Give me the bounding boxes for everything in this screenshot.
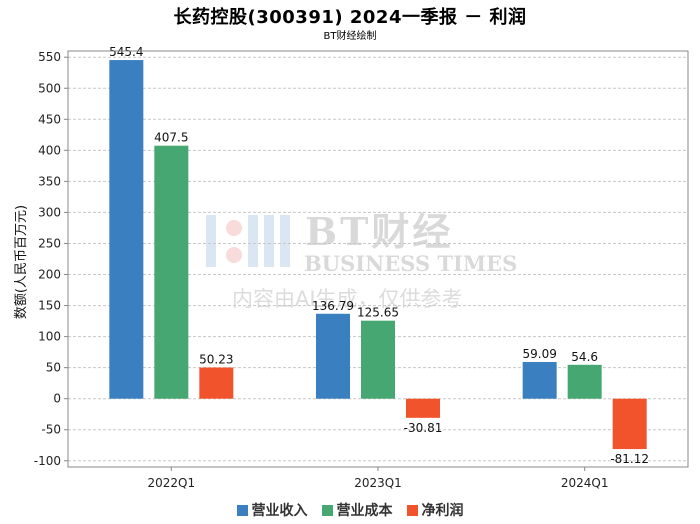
y-tick-label: 500 (38, 81, 61, 95)
y-tick-label: -100 (34, 454, 61, 468)
legend-label: 营业成本 (336, 503, 393, 519)
data-label: 50.23 (199, 353, 233, 367)
bar (361, 320, 395, 399)
data-label: 407.5 (154, 131, 188, 145)
legend-label: 净利润 (421, 503, 464, 519)
legend-swatch (321, 504, 333, 516)
data-label: -81.12 (610, 452, 649, 466)
legend-item[interactable]: 营业成本 (321, 500, 393, 520)
watermark-logo-dot (226, 220, 242, 236)
watermark-logo-subtext: BUSINESS TIMES (304, 251, 517, 276)
data-label: 54.6 (571, 350, 598, 364)
bar (567, 364, 602, 399)
grid (68, 56, 688, 462)
y-tick-label: 0 (53, 392, 61, 406)
y-tick-label: 50 (46, 361, 61, 375)
data-labels: 545.4 407.5 50.23 136.79 125.65 -30.81 59.09 54… (109, 45, 649, 466)
watermark-logo-bar (264, 215, 274, 267)
bar (406, 398, 440, 418)
y-axis-label: 数额(人民币百万元) (14, 205, 29, 319)
y-tick-label: 200 (38, 268, 61, 282)
bars (109, 60, 647, 450)
axes: -100 -50 0 50 100 150 200 250 300 350 400 450 500 550… (34, 50, 689, 490)
watermark-note: 内容由AI生成，仅供参考 (232, 287, 463, 311)
bar (109, 60, 144, 399)
y-tick-label: 300 (38, 205, 61, 219)
legend-swatch (406, 504, 418, 516)
bar (522, 362, 557, 399)
watermark-logo-text: BT财经 (305, 209, 453, 254)
y-tick-label: 150 (38, 299, 61, 313)
x-tick-label: 2022Q1 (148, 476, 196, 490)
y-tick-label: 550 (38, 50, 61, 64)
x-tick-label: 2024Q1 (561, 476, 609, 490)
legend-item[interactable]: 净利润 (406, 500, 464, 520)
y-tick-label: 350 (38, 174, 61, 188)
watermark: BT财经 BUSINESS TIMES 内容由AI生成，仅供参考 (206, 209, 517, 311)
bar (316, 313, 350, 399)
watermark-logo-bar (248, 215, 258, 267)
y-tick-label: 250 (38, 236, 61, 250)
legend: 营业收入 营业成本 净利润 (0, 500, 700, 520)
data-label: -30.81 (404, 421, 443, 435)
y-tick-label: 100 (38, 330, 61, 344)
watermark-logo-bar (280, 215, 290, 267)
chart-title: 长药控股(300391) 2024一季报 － 利润 (173, 7, 527, 28)
y-tick-label: 400 (38, 143, 61, 157)
x-tick-label: 2023Q1 (354, 476, 402, 490)
data-label: 545.4 (109, 45, 143, 59)
y-tick-label: 450 (38, 112, 61, 126)
legend-label: 营业收入 (251, 503, 308, 519)
bar (154, 145, 189, 399)
data-label: 59.09 (522, 347, 556, 361)
bar (612, 398, 647, 450)
y-tick-label: -50 (41, 423, 61, 437)
bar (199, 367, 234, 399)
watermark-logo-dot (226, 247, 242, 263)
data-label: 136.79 (312, 299, 354, 313)
legend-item[interactable]: 营业收入 (236, 500, 308, 520)
watermark-logo-bar (206, 215, 216, 267)
legend-swatch (236, 504, 248, 516)
data-label: 125.65 (357, 306, 399, 320)
chart-subtitle: BT财经绘制 (323, 31, 377, 42)
